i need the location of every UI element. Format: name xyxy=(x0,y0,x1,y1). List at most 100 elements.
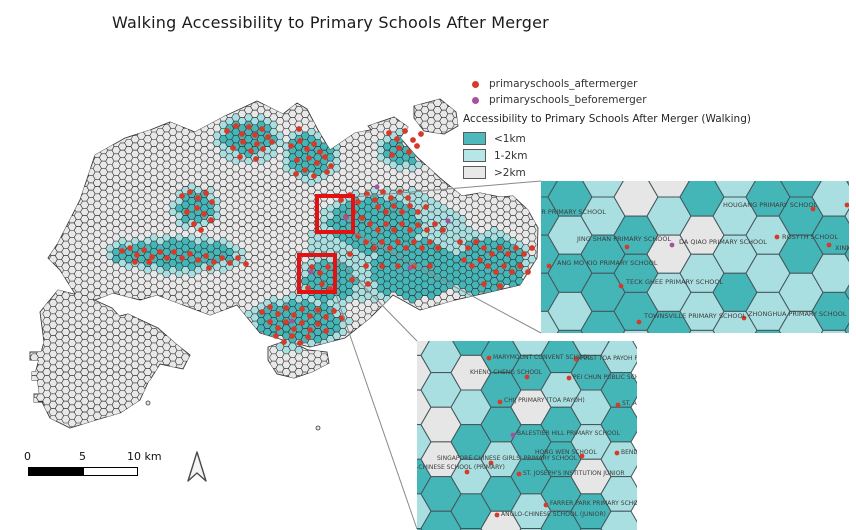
aftermerger-school-dot xyxy=(289,333,295,339)
school-label: DA QIAO PRIMARY SCHOOL xyxy=(679,238,767,246)
aftermerger-school-dot xyxy=(494,512,500,518)
school-label: ROSYTH SCHOOL xyxy=(782,233,838,241)
aftermerger-school-dot xyxy=(415,209,421,215)
aftermerger-school-dot xyxy=(399,221,405,227)
school-label: TOWNSVILLE PRIMARY SCHOOL xyxy=(643,312,747,320)
aftermerger-school-dot xyxy=(179,193,185,199)
aftermerger-school-dot xyxy=(237,154,243,160)
aftermerger-school-dot xyxy=(323,328,329,334)
beforemerger-school-dot xyxy=(289,318,295,324)
aftermerger-school-dot xyxy=(424,227,430,233)
aftermerger-school-dot xyxy=(259,309,265,315)
aftermerger-school-dot xyxy=(529,245,535,251)
figure-title: Walking Accessibility to Primary Schools… xyxy=(112,13,549,32)
km1-2-swatch xyxy=(463,149,486,162)
school-label: KHENG CHENG SCHOOL xyxy=(470,369,543,376)
aftermerger-school-dot xyxy=(379,239,385,245)
aftermerger-school-dot xyxy=(331,308,337,314)
aftermerger-school-dot xyxy=(457,239,463,245)
aftermerger-school-dot xyxy=(391,227,397,233)
legend-point-beforemerger: primaryschools_beforemerger xyxy=(463,92,751,108)
aftermerger-school-dot xyxy=(826,242,832,248)
legend-class-label: >2km xyxy=(494,166,526,179)
aftermerger-school-dot xyxy=(315,307,321,313)
aftermerger-school-dot xyxy=(164,255,170,261)
school-label: TECK GHEE PRIMARY SCHOOL xyxy=(625,278,723,286)
aftermerger-school-dot xyxy=(488,460,494,466)
aftermerger-school-dot xyxy=(380,189,386,195)
aftermerger-school-dot xyxy=(314,160,320,166)
aftermerger-school-dot xyxy=(741,315,747,321)
scale-tick-0: 0 xyxy=(24,450,31,463)
aftermerger-school-dot xyxy=(209,199,215,205)
aftermerger-school-dot xyxy=(411,263,417,269)
aftermerger-school-dot xyxy=(435,245,441,251)
aftermerger-school-dot xyxy=(141,247,147,253)
legend-class-label: <1km xyxy=(494,132,526,145)
aftermerger-school-dot xyxy=(411,239,417,245)
aftermerger-school-dot xyxy=(388,195,394,201)
aftermerger-school-dot xyxy=(317,270,323,276)
school-label: BALESTIER HILL PRIMARY SCHOOL xyxy=(517,430,620,437)
aftermerger-school-dot xyxy=(410,137,416,143)
aftermerger-dot-icon xyxy=(472,80,479,88)
legend-heading: Accessibility to Primary Schools After M… xyxy=(463,113,751,125)
aftermerger-school-dot xyxy=(293,171,299,177)
aftermerger-school-dot xyxy=(469,263,475,269)
highlight-rect-toapayoh xyxy=(297,253,337,294)
school-label: MARYMOUNT CONVENT SCHOOL xyxy=(493,354,591,361)
school-label: JING SHAN PRIMARY SCHOOL xyxy=(576,235,672,243)
legend: primaryschools_aftermerger primaryschool… xyxy=(463,76,751,181)
beforemerger-school-dot xyxy=(374,184,380,190)
aftermerger-school-dot xyxy=(618,283,624,289)
aftermerger-school-dot xyxy=(614,450,620,456)
aftermerger-school-dot xyxy=(239,131,245,137)
legend-point-aftermerger: primaryschools_aftermerger xyxy=(463,76,751,92)
legend-class-label: 1-2km xyxy=(494,149,528,162)
scale-bar-rule xyxy=(28,467,138,476)
aftermerger-school-dot xyxy=(235,255,241,261)
inset-angmokio: MAYFLOWER PRIMARY SCHOOL HOUGANG PRIMARY … xyxy=(541,181,849,333)
aftermerger-school-dot xyxy=(477,257,483,263)
aftermerger-school-dot xyxy=(323,314,329,320)
aftermerger-school-dot xyxy=(319,281,325,287)
aftermerger-school-dot xyxy=(481,281,487,287)
aftermerger-school-dot xyxy=(427,239,433,245)
aftermerger-school-dot xyxy=(486,355,492,361)
aftermerger-school-dot xyxy=(414,143,420,149)
aftermerger-school-dot xyxy=(395,263,401,269)
aftermerger-school-dot xyxy=(371,245,377,251)
aftermerger-school-dot xyxy=(465,245,471,251)
aftermerger-school-dot xyxy=(260,146,266,152)
aftermerger-school-dot xyxy=(211,259,217,265)
aftermerger-school-dot xyxy=(432,221,438,227)
aftermerger-school-dot xyxy=(461,257,467,263)
aftermerger-school-dot xyxy=(281,339,287,345)
aftermerger-school-dot xyxy=(224,128,230,134)
north-arrow-icon xyxy=(187,451,207,482)
aftermerger-school-dot xyxy=(283,319,289,325)
aftermerger-school-dot xyxy=(311,141,317,147)
school-label: PEI CHUN PUBLIC SCHOOL xyxy=(573,374,653,381)
aftermerger-school-dot xyxy=(546,263,552,269)
legend-class-lt1km: <1km xyxy=(463,130,751,147)
aftermerger-school-dot xyxy=(402,128,408,134)
aftermerger-school-dot xyxy=(291,312,297,318)
aftermerger-school-dot xyxy=(208,217,214,223)
aftermerger-school-dot xyxy=(355,233,361,239)
school-label: HONG WEN SCHOOL xyxy=(535,449,597,456)
aftermerger-school-dot xyxy=(275,311,281,317)
aftermerger-school-dot xyxy=(127,245,133,251)
aftermerger-school-dot xyxy=(195,195,201,201)
aftermerger-school-dot xyxy=(485,263,491,269)
aftermerger-school-dot xyxy=(328,163,334,169)
aftermerger-school-dot xyxy=(419,245,425,251)
aftermerger-school-dot xyxy=(383,221,389,227)
aftermerger-school-dot xyxy=(275,325,281,331)
aftermerger-school-dot xyxy=(253,156,259,162)
aftermerger-school-dot xyxy=(367,221,373,227)
aftermerger-school-dot xyxy=(636,319,642,325)
scale-tick-5: 5 xyxy=(79,450,86,463)
aftermerger-school-dot xyxy=(195,257,201,263)
aftermerger-school-dot xyxy=(291,326,297,332)
